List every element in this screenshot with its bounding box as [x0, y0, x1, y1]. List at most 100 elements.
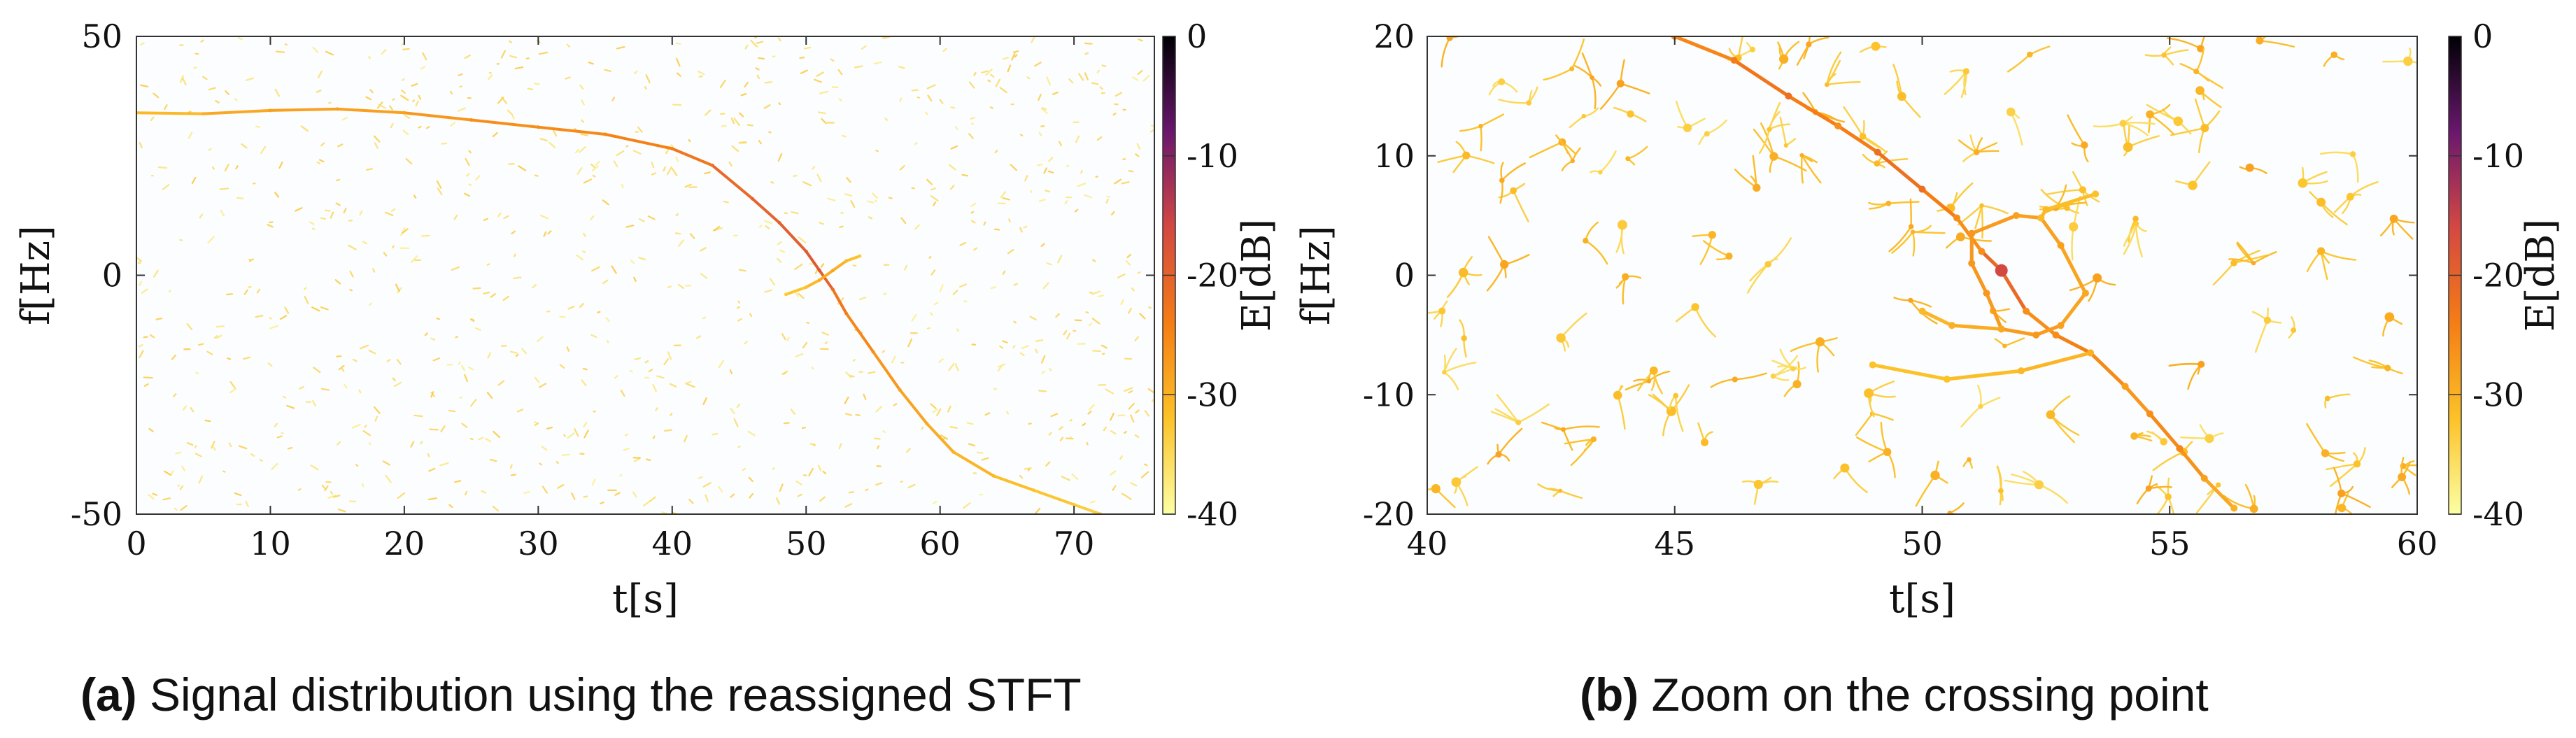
noise-blob-arm	[2252, 251, 2277, 264]
noise-speck	[229, 388, 236, 394]
noise-speck	[365, 96, 372, 101]
noise-speck	[374, 135, 381, 143]
noise-speck	[321, 388, 330, 391]
noise-speck	[304, 287, 307, 290]
noise-blob-core	[1583, 237, 1589, 244]
noise-speck	[487, 74, 493, 80]
noise-speck	[1059, 141, 1062, 146]
noise-blob-arm	[1543, 68, 1573, 81]
noise-speck	[932, 409, 938, 413]
noise-speck	[1124, 431, 1127, 434]
noise-speck	[312, 46, 319, 53]
noise-speck	[332, 495, 341, 498]
noise-speck	[844, 503, 853, 508]
noise-speck	[211, 441, 215, 449]
noise-speck	[747, 430, 756, 437]
noise-speck	[1112, 485, 1117, 491]
noise-speck	[844, 396, 849, 404]
colorbar-tick-label: -40	[2472, 495, 2524, 533]
ridge-segment	[831, 260, 848, 272]
noise-speck	[616, 150, 625, 157]
noise-speck	[995, 78, 1001, 87]
ridge-segment	[1871, 363, 1949, 381]
ridge-point	[1874, 148, 1881, 156]
noise-blob-arm	[1599, 150, 1617, 173]
noise-blob-core	[1646, 378, 1652, 384]
noise-speck	[157, 166, 167, 169]
ridge-point	[817, 269, 821, 273]
noise-speck	[335, 202, 341, 206]
noise-speck	[898, 66, 905, 69]
noise-blob	[1962, 457, 1974, 469]
noise-blob-core	[2291, 327, 2297, 334]
noise-speck	[959, 242, 967, 246]
noise-speck	[179, 485, 184, 490]
y-axis-label: f[Hz]	[13, 225, 59, 325]
ridge-segment	[604, 133, 674, 150]
ridge-series	[2037, 190, 2100, 222]
noise-speck	[281, 432, 284, 434]
noise-speck	[790, 409, 795, 415]
noise-speck	[1037, 163, 1043, 166]
noise-speck	[777, 241, 782, 246]
noise-speck	[949, 185, 955, 190]
noise-speck	[260, 146, 267, 155]
ridge-series	[1968, 212, 2089, 339]
noise-speck	[1011, 52, 1016, 61]
noise-speck	[300, 125, 309, 132]
ridge-point	[784, 292, 788, 297]
noise-speck	[999, 87, 1007, 94]
noise-speck	[590, 334, 597, 338]
noise-speck	[921, 426, 923, 430]
noise-speck	[602, 199, 609, 206]
noise-speck	[997, 363, 1006, 368]
noise-blob-core	[2230, 260, 2237, 267]
noise-speck	[338, 364, 345, 371]
ridge-segment	[818, 269, 835, 282]
noise-speck	[313, 367, 321, 374]
noise-blob-core	[1897, 92, 1906, 101]
noise-blob-arm	[1974, 204, 1983, 229]
ridge-point	[2230, 504, 2238, 512]
ridge-segment	[1920, 187, 1959, 220]
noise-speck	[199, 213, 204, 219]
noise-speck	[241, 143, 248, 149]
noise-blob-core	[1558, 488, 1563, 493]
ridge-point	[2200, 474, 2208, 482]
noise-blob-core	[2133, 221, 2139, 227]
noise-speck	[276, 435, 283, 439]
noise-speck	[567, 306, 575, 310]
noise-speck	[397, 492, 406, 499]
noise-speck	[238, 445, 248, 450]
noise-blob	[1486, 236, 1530, 292]
noise-speck	[777, 257, 782, 263]
x-axis-label: t[s]	[612, 576, 679, 622]
noise-blob-arm	[1498, 99, 1530, 104]
ridge-segment	[898, 388, 928, 425]
noise-speck	[645, 74, 651, 83]
x-tick-label: 30	[518, 525, 559, 562]
noise-blob	[1859, 41, 1887, 53]
noise-speck	[592, 165, 599, 171]
noise-speck	[386, 359, 391, 362]
noise-speck	[312, 400, 316, 407]
noise-speck	[861, 45, 867, 50]
noise-speck	[1026, 76, 1031, 80]
noise-speck	[497, 212, 502, 218]
noise-blob-core	[1840, 463, 1850, 473]
noise-speck	[348, 244, 357, 250]
noise-speck	[623, 448, 630, 451]
noise-speck	[684, 434, 688, 443]
noise-speck	[875, 199, 877, 203]
noise-speck	[1112, 113, 1117, 116]
noise-blob	[1613, 106, 1647, 122]
noise-speck	[882, 430, 886, 434]
noise-speck	[369, 89, 374, 94]
noise-speck	[153, 92, 160, 99]
ridge-segment	[269, 107, 339, 112]
noise-speck	[1038, 390, 1047, 392]
noise-speck	[392, 377, 396, 382]
noise-speck	[374, 142, 379, 149]
noise-speck	[420, 441, 423, 445]
noise-blob	[1590, 150, 1617, 175]
